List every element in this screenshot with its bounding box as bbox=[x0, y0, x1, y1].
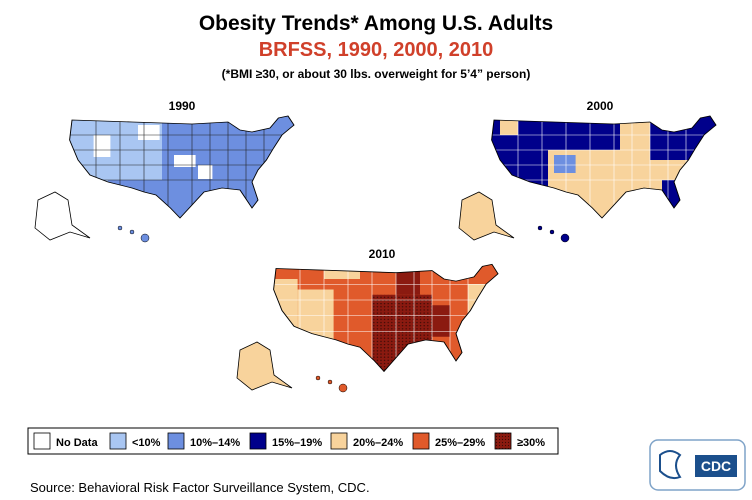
map-2000 bbox=[491, 115, 717, 219]
note: (*BMI ≥30, or about 30 lbs. overweight f… bbox=[222, 67, 531, 81]
map-label: 2010 bbox=[369, 247, 396, 261]
alaska bbox=[34, 191, 91, 241]
legend-swatch bbox=[249, 432, 267, 450]
legend-label: 10%–14% bbox=[190, 437, 240, 449]
title: Obesity Trends* Among U.S. Adults bbox=[199, 12, 553, 35]
legend: No Data <10% 10%–14% 15%–19% 20%–24% 25%–29% ≥… bbox=[33, 432, 545, 450]
source: Source: Behavioral Risk Factor Surveilla… bbox=[30, 480, 370, 495]
map-label: 1990 bbox=[169, 99, 196, 113]
hawaii bbox=[315, 375, 348, 393]
legend-label: 25%–29% bbox=[435, 437, 485, 449]
subtitle: BRFSS, 1990, 2000, 2010 bbox=[259, 39, 494, 61]
logo: CDC bbox=[649, 439, 746, 491]
legend-label: <10% bbox=[132, 437, 161, 449]
alaska bbox=[236, 341, 293, 391]
map-2010 bbox=[273, 263, 499, 373]
legend-swatch bbox=[167, 432, 185, 450]
legend-label: 15%–19% bbox=[272, 437, 322, 449]
legend-swatch bbox=[330, 432, 348, 450]
legend-label: No Data bbox=[56, 437, 98, 449]
legend-swatch bbox=[412, 432, 430, 450]
hawaii bbox=[537, 225, 570, 243]
map-label: 2000 bbox=[587, 99, 614, 113]
alaska bbox=[458, 191, 515, 241]
hawaii bbox=[117, 225, 150, 243]
map-1990 bbox=[69, 115, 295, 219]
logo-text: CDC bbox=[701, 458, 731, 474]
legend-label: 20%–24% bbox=[353, 437, 403, 449]
legend-box bbox=[27, 427, 559, 455]
legend-swatch bbox=[494, 432, 512, 450]
legend-label: ≥30% bbox=[517, 437, 545, 449]
legend-swatch bbox=[33, 432, 51, 450]
legend-swatch bbox=[109, 432, 127, 450]
